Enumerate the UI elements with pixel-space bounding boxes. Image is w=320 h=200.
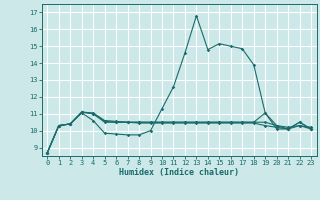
X-axis label: Humidex (Indice chaleur): Humidex (Indice chaleur) bbox=[119, 168, 239, 177]
